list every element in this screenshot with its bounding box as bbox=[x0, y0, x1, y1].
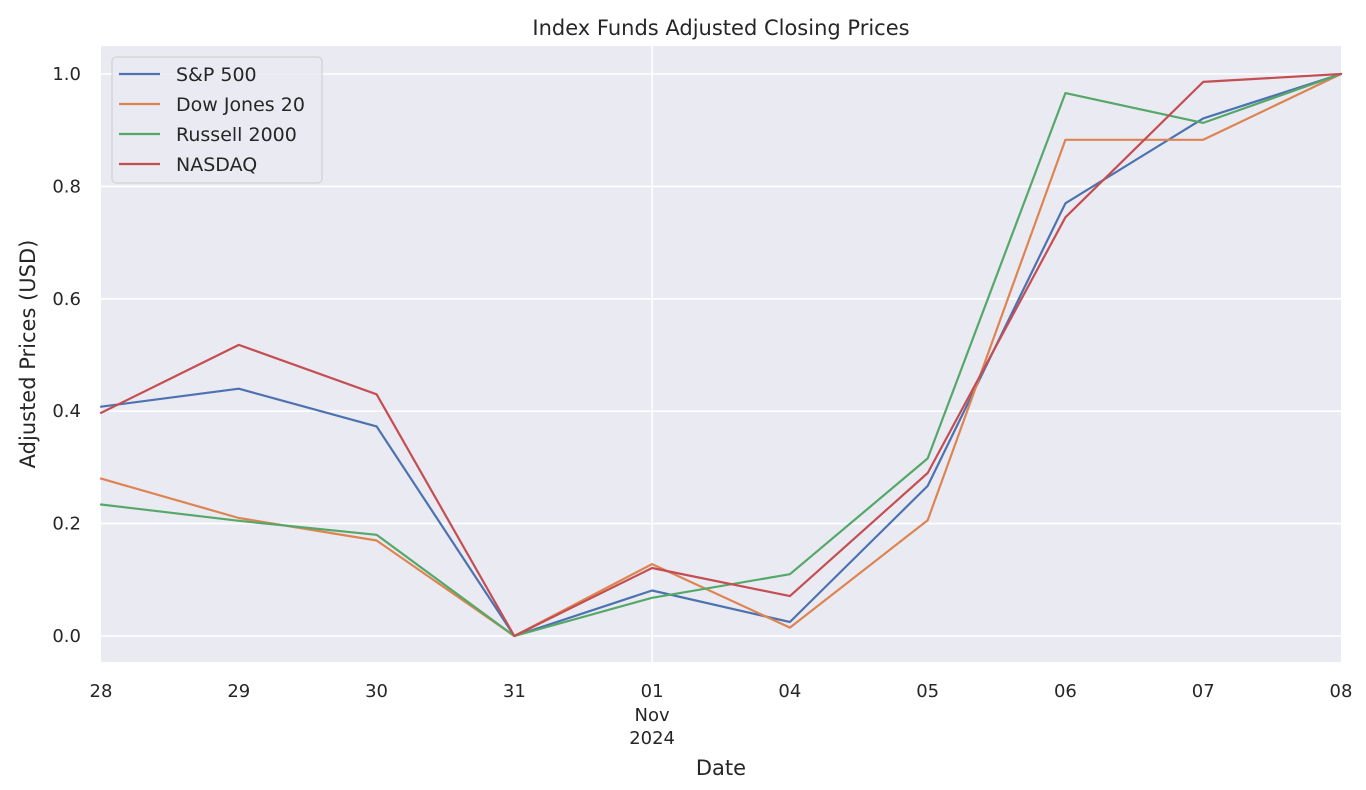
legend: S&P 500 Dow Jones 20 Russell 2000 NASDAQ bbox=[111, 56, 323, 184]
x-tick-label: 29 bbox=[227, 681, 250, 702]
legend-label-2: Russell 2000 bbox=[176, 124, 297, 146]
x-axis-ticks: 28 29 30 31 01 04 05 06 07 08 bbox=[90, 681, 1353, 702]
x-tick-label: 05 bbox=[916, 681, 939, 702]
legend-label-3: NASDAQ bbox=[176, 154, 257, 176]
y-tick-label: 1.0 bbox=[52, 64, 81, 85]
series-line-1 bbox=[99, 72, 1343, 638]
series-line-0 bbox=[99, 72, 1343, 638]
y-axis-label: Adjusted Prices (USD) bbox=[16, 240, 40, 469]
y-tick-label: 0.8 bbox=[52, 176, 81, 197]
x-tick-label: 06 bbox=[1054, 681, 1077, 702]
y-tick-label: 0.2 bbox=[52, 514, 81, 535]
y-tick-label: 0.6 bbox=[52, 289, 81, 310]
legend-box bbox=[111, 56, 323, 184]
chart-title: Index Funds Adjusted Closing Prices bbox=[532, 16, 909, 40]
x-tick-label: 31 bbox=[503, 681, 526, 702]
legend-label-0: S&P 500 bbox=[176, 64, 257, 86]
x-tick-label: 07 bbox=[1192, 681, 1215, 702]
grid-lines bbox=[101, 46, 1341, 662]
x-tick-label: 01 bbox=[641, 681, 664, 702]
series-line-3 bbox=[99, 72, 1343, 638]
x-axis-year-label: 2024 bbox=[629, 728, 675, 749]
x-axis-label: Date bbox=[696, 756, 746, 780]
x-tick-label: 30 bbox=[365, 681, 388, 702]
x-tick-label: 04 bbox=[778, 681, 801, 702]
y-tick-label: 0.4 bbox=[52, 401, 81, 422]
x-axis-month-label: Nov bbox=[635, 705, 670, 726]
series-lines bbox=[99, 72, 1343, 638]
x-tick-label: 28 bbox=[90, 681, 113, 702]
legend-label-1: Dow Jones 20 bbox=[176, 94, 305, 116]
y-tick-label: 0.0 bbox=[52, 626, 81, 647]
y-axis-ticks: 0.0 0.2 0.4 0.6 0.8 1.0 bbox=[52, 64, 81, 647]
x-tick-label: 08 bbox=[1330, 681, 1353, 702]
series-line-2 bbox=[99, 72, 1343, 638]
